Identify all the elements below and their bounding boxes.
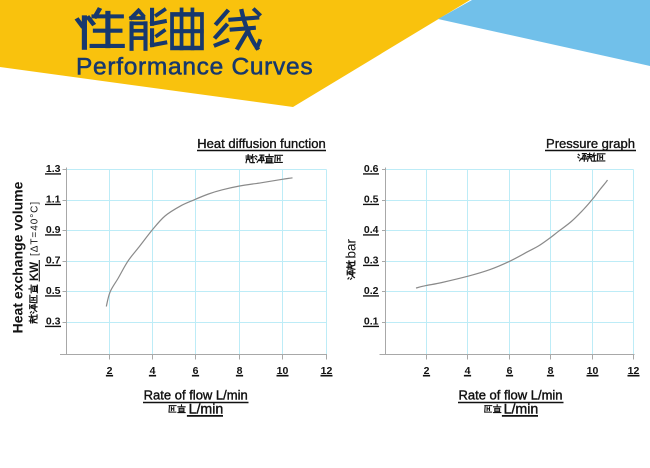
svg-text:4: 4 [150,365,156,377]
svg-text:10: 10 [587,365,599,377]
svg-text:0.4: 0.4 [364,224,379,236]
svg-text:12: 12 [321,365,333,377]
svg-text:12: 12 [628,365,640,377]
svg-text:0.9: 0.9 [46,224,61,236]
svg-text:0.6: 0.6 [364,163,379,175]
svg-text:L/min: L/min [189,401,224,417]
svg-text:0.1: 0.1 [364,316,379,328]
svg-text:1.1: 1.1 [46,194,61,206]
svg-text:8: 8 [548,365,554,377]
svg-text:0.2: 0.2 [364,285,379,297]
svg-text:KW: KW [29,262,41,281]
svg-text:0.7: 0.7 [46,255,61,267]
svg-text:[ΔT=40°C]: [ΔT=40°C] [29,201,40,256]
svg-text:4: 4 [465,365,471,377]
svg-text:8: 8 [237,365,243,377]
svg-text:L/min: L/min [504,401,539,417]
svg-text:0.5: 0.5 [364,194,379,206]
svg-text:bar: bar [343,238,358,258]
svg-text:0.5: 0.5 [46,285,61,297]
svg-text:2: 2 [107,365,113,377]
svg-text:0.3: 0.3 [364,255,379,267]
svg-text:Rate of flow L/min: Rate of flow L/min [458,388,562,403]
svg-text:1.3: 1.3 [46,163,61,175]
svg-text:Pressure graph: Pressure graph [546,136,635,151]
svg-text:0.3: 0.3 [46,316,61,328]
svg-text:Rate of flow L/min: Rate of flow L/min [144,388,248,403]
svg-text:Heat diffusion function: Heat diffusion function [197,136,325,151]
svg-text:10: 10 [277,365,289,377]
svg-text:Performance Curves: Performance Curves [76,54,313,81]
svg-text:Heat exchange volume: Heat exchange volume [10,181,26,333]
svg-text:2: 2 [424,365,430,377]
svg-text:6: 6 [193,365,199,377]
svg-text:6: 6 [507,365,513,377]
